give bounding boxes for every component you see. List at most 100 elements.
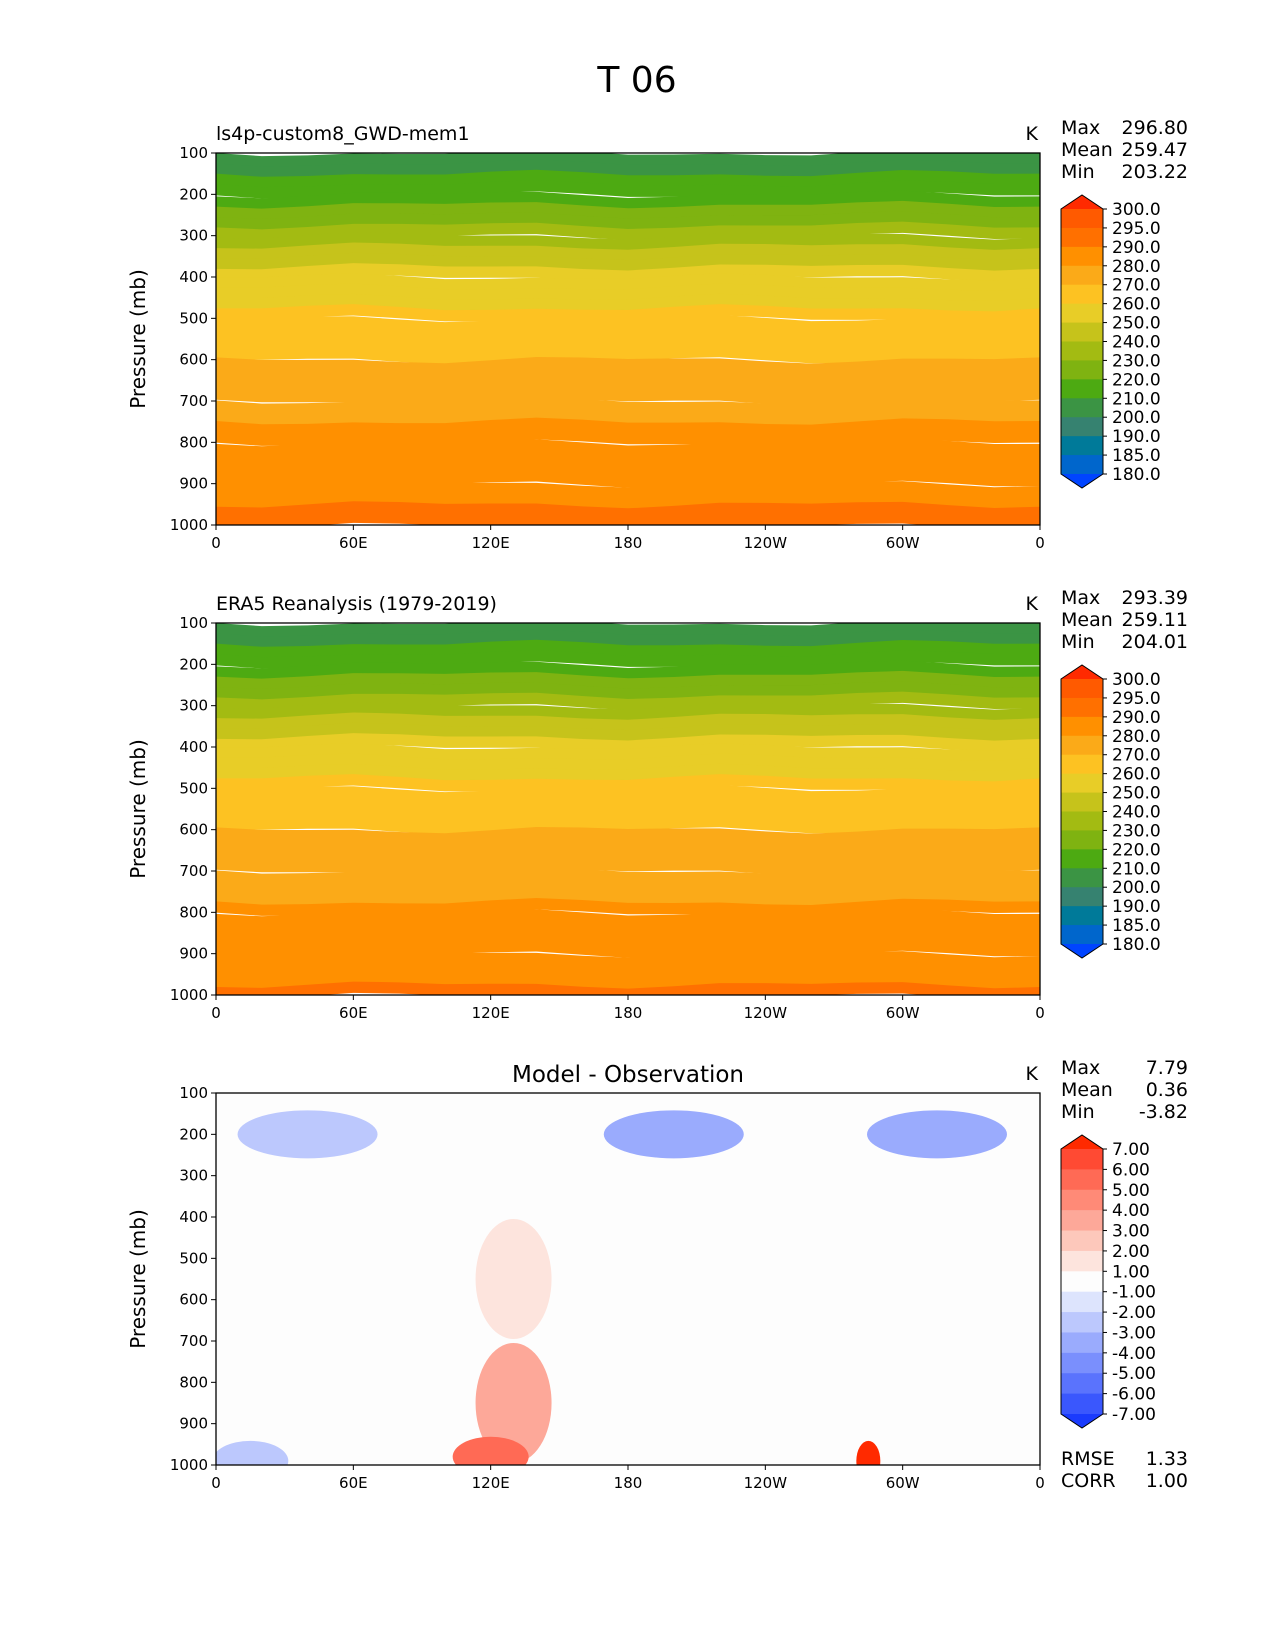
y-tick-label: 200 xyxy=(179,1125,208,1143)
colorbar-label: 295.0 xyxy=(1112,219,1161,239)
units-label: K xyxy=(1026,593,1039,615)
colorbar-segment xyxy=(1061,887,1103,907)
colorbar-extend-max xyxy=(1061,1135,1103,1149)
colorbar-segment xyxy=(1061,811,1103,831)
colorbar-label: -1.00 xyxy=(1112,1283,1156,1303)
plot-area xyxy=(216,623,1040,995)
y-tick-label: 100 xyxy=(179,144,208,162)
contour-band xyxy=(216,190,1040,210)
colorbar-segment xyxy=(1061,868,1103,888)
colorbar-label: 300.0 xyxy=(1112,200,1161,220)
colorbar-label: 3.00 xyxy=(1112,1222,1150,1242)
contour-band xyxy=(216,325,1040,344)
contour-band xyxy=(216,480,1040,499)
colorbar-segment xyxy=(1061,1230,1103,1252)
contour-band xyxy=(216,377,1040,396)
contour-band xyxy=(216,501,1040,520)
contour-band xyxy=(216,273,1040,292)
colorbar-segment xyxy=(1061,1291,1103,1313)
colorbar-label: 185.0 xyxy=(1112,446,1161,466)
contour-band xyxy=(216,784,1040,804)
anomaly-blob xyxy=(237,1110,378,1159)
contour-band xyxy=(216,221,1040,241)
x-tick-label: 120W xyxy=(744,1474,788,1492)
colorbar-label: 6.00 xyxy=(1112,1160,1150,1180)
y-tick-label: 700 xyxy=(179,392,208,410)
x-tick-label: 0 xyxy=(211,1004,221,1022)
colorbar-extend-max xyxy=(1061,665,1103,679)
stat-label: Min xyxy=(1061,1101,1095,1123)
contour-band xyxy=(216,629,1040,648)
colorbar-label: 1.00 xyxy=(1112,1262,1150,1282)
x-tick-label: 60E xyxy=(339,1004,368,1022)
colorbar-label: 180.0 xyxy=(1112,935,1161,955)
anomaly-blob xyxy=(475,1219,552,1339)
x-tick-label: 180 xyxy=(614,1474,643,1492)
contour-band xyxy=(216,304,1040,323)
y-tick-label: 400 xyxy=(179,1208,208,1226)
colorbar-label: 290.0 xyxy=(1112,238,1161,258)
contour-band xyxy=(216,407,1040,426)
y-tick-label: 300 xyxy=(179,697,208,715)
contour-band xyxy=(216,345,1040,365)
stat-label: Mean xyxy=(1061,139,1113,161)
contour-band xyxy=(216,971,1040,990)
colorbar-segment xyxy=(1061,303,1103,324)
colorbar-label: 4.00 xyxy=(1112,1201,1150,1221)
stat-value: 1.33 xyxy=(1146,1448,1188,1470)
colorbar-label: 250.0 xyxy=(1112,784,1161,804)
colorbar-label: 300.0 xyxy=(1112,670,1161,690)
contour-band xyxy=(216,815,1040,835)
stat-value: 296.80 xyxy=(1122,117,1188,139)
colorbar-segment xyxy=(1061,265,1103,286)
x-tick-label: 120E xyxy=(472,534,510,552)
stat-value: 203.22 xyxy=(1122,161,1188,183)
contour-band xyxy=(216,200,1040,220)
contour-band xyxy=(216,293,1040,313)
panel-title: Model - Observation xyxy=(512,1062,744,1088)
colorbar-segment xyxy=(1061,227,1103,248)
colorbar-segment xyxy=(1061,792,1103,812)
contour-band xyxy=(216,397,1040,416)
contour-band xyxy=(216,242,1040,262)
colorbar-segment xyxy=(1061,716,1103,737)
y-tick-label: 1000 xyxy=(170,986,208,1004)
contour-band xyxy=(216,367,1040,386)
y-tick-label: 100 xyxy=(179,614,208,632)
contour-band xyxy=(216,252,1040,272)
contour-band xyxy=(216,867,1040,886)
colorbar-segment xyxy=(1061,246,1103,267)
y-tick-label: 800 xyxy=(179,903,208,921)
colorbar-label: 280.0 xyxy=(1112,727,1161,747)
colorbar-label: -5.00 xyxy=(1112,1364,1156,1384)
contour-band xyxy=(216,356,1040,375)
colorbar-extend-min xyxy=(1061,474,1103,488)
y-tick-label: 300 xyxy=(179,1167,208,1185)
x-tick-label: 60W xyxy=(886,534,920,552)
stat-value: -3.82 xyxy=(1139,1101,1188,1123)
contour-band xyxy=(216,211,1040,231)
contour-band xyxy=(216,960,1040,980)
colorbar-segment xyxy=(1061,1189,1103,1211)
contour-band xyxy=(216,623,1040,638)
x-tick-label: 180 xyxy=(614,534,643,552)
colorbar-segment xyxy=(1061,1271,1103,1293)
x-tick-label: 0 xyxy=(1035,1474,1045,1492)
colorbar-label: 190.0 xyxy=(1112,427,1161,447)
stat-value: 259.47 xyxy=(1122,139,1188,161)
anomaly-blob xyxy=(475,1343,552,1463)
anomaly-blob xyxy=(452,1436,529,1465)
stat-value: 7.79 xyxy=(1146,1057,1188,1079)
y-tick-label: 1000 xyxy=(170,1456,208,1474)
colorbar-segment xyxy=(1061,754,1103,775)
y-tick-label: 200 xyxy=(179,655,208,673)
colorbar-label: 260.0 xyxy=(1112,295,1161,315)
contour-band xyxy=(216,153,1040,168)
y-tick-label: 400 xyxy=(179,268,208,286)
contour-band xyxy=(216,847,1040,866)
stat-value: 204.01 xyxy=(1122,631,1188,653)
plot-area xyxy=(216,1093,1040,1465)
stat-label: Mean xyxy=(1061,1079,1113,1101)
